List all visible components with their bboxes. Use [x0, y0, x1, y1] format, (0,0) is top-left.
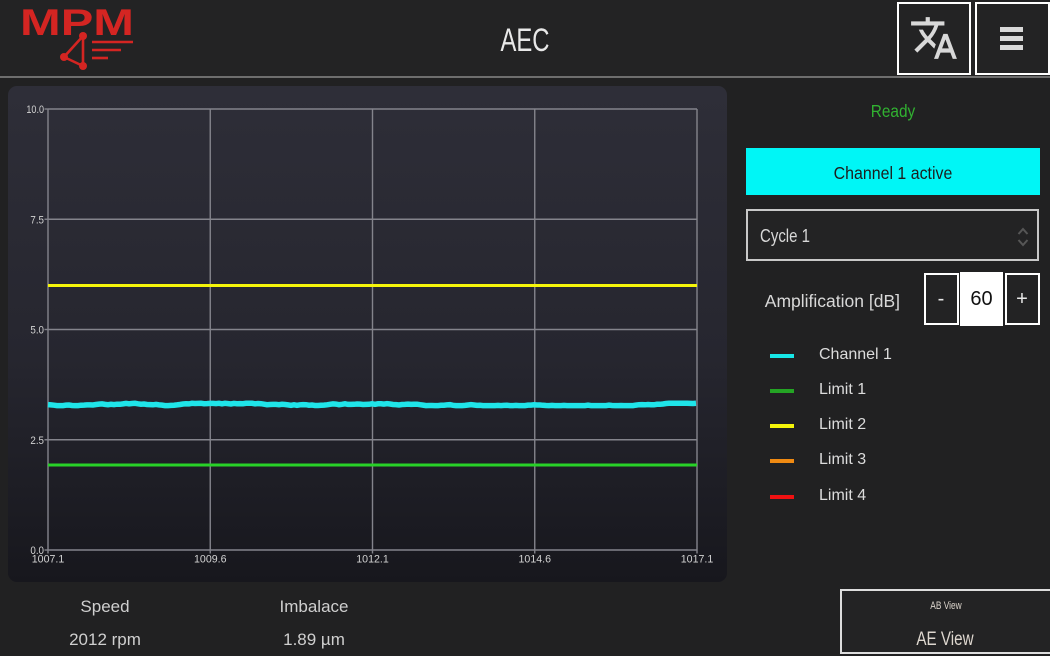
svg-text:1012.1: 1012.1: [356, 554, 389, 566]
svg-text:AEC: AEC: [501, 22, 550, 58]
svg-text:0.0: 0.0: [30, 545, 44, 557]
svg-text:5.0: 5.0: [30, 325, 44, 337]
svg-text:MPM: MPM: [20, 6, 134, 43]
svg-text:1017.1: 1017.1: [681, 554, 714, 566]
svg-text:7.5: 7.5: [30, 214, 44, 226]
svg-text:1009.6: 1009.6: [194, 554, 227, 566]
svg-text:2.5: 2.5: [30, 435, 44, 447]
svg-text:10.0: 10.0: [26, 104, 44, 116]
svg-text:1014.6: 1014.6: [519, 554, 552, 566]
svg-text:1007.1: 1007.1: [32, 554, 65, 566]
